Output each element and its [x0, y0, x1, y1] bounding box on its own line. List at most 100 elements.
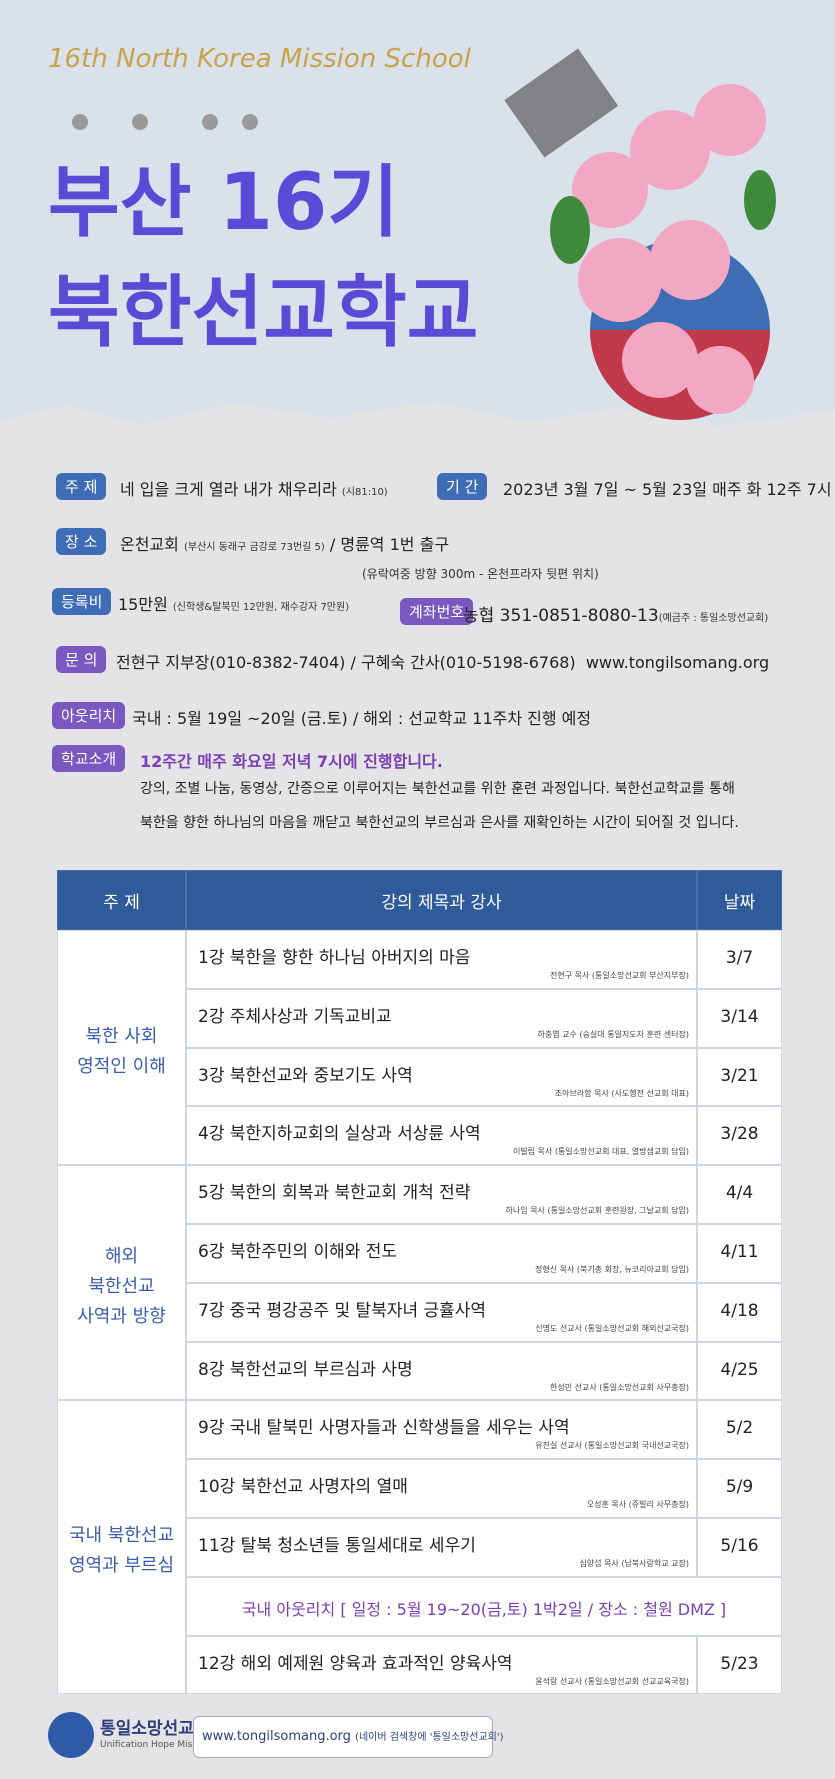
date: 5/16 [720, 1536, 759, 1556]
lecture-cell [186, 930, 697, 989]
date-cell [697, 1518, 782, 1577]
intro-line: 북한을 향한 하나님의 마음을 깨닫고 북한선교의 부르심과 은사를 재확인하는… [140, 815, 739, 831]
group-title: 영적인 이해 [77, 1055, 166, 1077]
footer-org: 통일소망선교회 [100, 1719, 210, 1739]
speaker: 하나임 목사 (통일소망선교회 훈련원장, 그날교회 담임) [505, 1206, 689, 1216]
lecture-title: 11강 탈북 청소년들 통일세대로 세우기 [198, 1536, 476, 1556]
speaker: 신명도 선교사 (통일소망선교회 해외선교국장) [535, 1323, 689, 1333]
info-text: 농협 351-0851-8080-13(예금주 : 통일소망선교회) [463, 601, 768, 626]
info-text: 국내 : 5월 19일 ~20일 (금.토) / 해외 : 선교학교 11주차 … [132, 709, 592, 728]
lecture-cell [186, 1518, 697, 1577]
info-label: 기 간 [437, 473, 488, 500]
group-title: 영역과 부르심 [68, 1555, 175, 1577]
text: 농협 351-0851-8080-13 [463, 606, 659, 626]
lecture-cell [186, 1047, 697, 1107]
group-title: 사역과 방향 [77, 1305, 166, 1327]
speaker: 하충엽 교수 (숭실대 통일지도자 훈련 센터장) [537, 1029, 689, 1039]
speaker: 오성훈 목사 (쥬빌리 사무총장) [586, 1500, 689, 1510]
lecture-title: 9강 국내 탈북민 사명자들과 신학생들을 세우는 사역 [198, 1418, 570, 1439]
note: (시81:10) [341, 487, 388, 498]
group-cell [57, 1400, 186, 1695]
text: 전현구 지부장(010-8382-7404) / 구혜숙 간사(010-5198… [116, 653, 576, 672]
url: www.tongilsomang.org [202, 1729, 351, 1744]
lecture-title: 8강 북한선교의 부르심과 사명 [198, 1359, 413, 1380]
dots [72, 114, 258, 130]
info-label: 아웃리치 [52, 702, 126, 729]
lecture-cell [186, 1282, 697, 1342]
info-text: 15만원 (신학생&탈북민 12만원, 재수강자 7만원) [118, 591, 349, 615]
lecture-cell [186, 988, 697, 1048]
notice-cell [186, 1576, 782, 1636]
date-cell [697, 1341, 782, 1401]
date: 3/21 [720, 1065, 759, 1086]
info-text: 전현구 지부장(010-8382-7404) / 구혜숙 간사(010-5198… [116, 649, 769, 673]
title-line: 부산 16기 [48, 158, 399, 248]
info-label: 등록비 [52, 588, 112, 615]
lecture-cell [186, 1400, 697, 1460]
intro-highlight: 12주간 매주 화요일 저녁 7시에 진행합니다. [140, 752, 443, 771]
lecture-title: 1강 북한을 향한 하나님 아버지의 마음 [198, 948, 471, 968]
lecture-title: 12강 해외 예제원 양육과 효과적인 양육사역 [198, 1653, 513, 1674]
date-cell [697, 1400, 782, 1460]
note: (신학생&탈북민 12만원, 재수강자 7만원) [172, 602, 350, 613]
lecture-title: 3강 북한선교와 중보기도 사역 [198, 1065, 413, 1086]
info-label: 계좌번호 [400, 598, 474, 625]
date-cell [697, 1106, 782, 1166]
date: 3/28 [720, 1124, 759, 1145]
speaker: 한성민 선교사 (통일소망선교회 사무총장) [550, 1382, 689, 1392]
date: 5/9 [725, 1477, 754, 1498]
speaker: 조아브라함 목사 (사도행전 선교회 대표) [554, 1088, 689, 1098]
lecture-title: 7강 중국 평강공주 및 탈북자녀 긍휼사역 [198, 1300, 487, 1321]
group-cell [57, 1165, 186, 1401]
header-cell [186, 870, 697, 930]
header-cell [697, 870, 782, 930]
date-cell [697, 1165, 782, 1224]
date: 3/7 [725, 948, 754, 968]
header-text: 날짜 [723, 893, 756, 913]
lecture-title: 10강 북한선교 사명자의 열매 [198, 1477, 408, 1498]
logo [48, 1712, 94, 1758]
note: (부산시 동래구 금강로 73번길 5) [183, 542, 325, 553]
notice-text: 국내 아웃리치 [ 일정 : 5월 19~20(금,토) 1박2일 / 장소 :… [241, 1599, 727, 1619]
date: 4/11 [720, 1242, 759, 1262]
subtitle: 16th North Korea Mission School [48, 44, 471, 74]
group-title: 국내 북한선교 [68, 1525, 175, 1547]
footer-org-en: Unification Hope Mission [100, 1740, 211, 1750]
speaker: 전현구 목사 (통일소망선교회 부산지부장) [550, 971, 689, 980]
lecture-cell [186, 1165, 697, 1224]
info-text: 2023년 3월 7일 ~ 5월 23일 매주 화 12주 7시 [503, 480, 832, 499]
group-title: 북한 사회 [85, 1025, 158, 1047]
header-text: 강의 제목과 강사 [381, 893, 502, 913]
info-label: 장 소 [56, 528, 107, 555]
date-cell [697, 1459, 782, 1518]
text: 15만원 [118, 595, 168, 614]
lecture-title: 4강 북한지하교회의 실상과 서상륜 사역 [198, 1124, 481, 1145]
note: (예금주 : 통일소망선교회) [658, 613, 769, 624]
footer-box [193, 1716, 493, 1758]
speaker: 유진실 선교사 (통일소망선교회 국내선교국장) [535, 1441, 689, 1451]
date-cell [697, 1047, 782, 1107]
info-label: 주 제 [56, 473, 107, 500]
title-line: 북한선교학교 [48, 268, 479, 358]
date-cell [697, 930, 782, 989]
info-label: 학교소개 [52, 745, 126, 772]
info-text: 온천교회 (부산시 동래구 금강로 73번길 5) / 명륜역 1번 출구 [120, 531, 449, 555]
info-label: 문 의 [56, 646, 107, 673]
info-text: 네 입을 크게 열라 내가 채우리라 (시81:10) [120, 476, 388, 500]
text: 온천교회 [120, 535, 179, 554]
text: / 명륜역 1번 출구 [329, 535, 450, 554]
speaker: 심양섭 목사 (남북사랑학교 교장) [579, 1559, 689, 1568]
search-note: (네이버 검색창에 '통일소망선교회') [355, 1732, 504, 1743]
date: 4/4 [725, 1183, 754, 1204]
group-cell [57, 930, 186, 1166]
date: 4/18 [720, 1300, 759, 1321]
lecture-cell [186, 1224, 697, 1283]
date: 3/14 [720, 1006, 759, 1027]
url: www.tongilsomang.org [585, 653, 770, 672]
date-cell [697, 1224, 782, 1283]
lecture-title: 2강 주체사상과 기독교비교 [198, 1006, 392, 1027]
lecture-cell [186, 1635, 697, 1695]
date-cell [697, 988, 782, 1048]
lecture-title: 6강 북한주민의 이해와 전도 [198, 1242, 398, 1262]
